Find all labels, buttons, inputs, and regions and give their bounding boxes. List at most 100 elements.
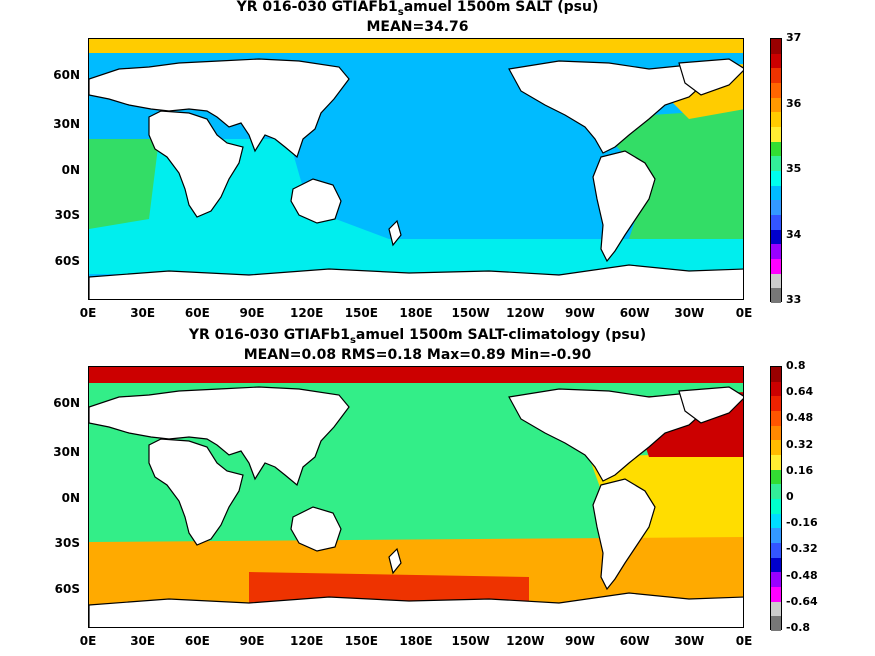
colorbar-label: 0 xyxy=(786,490,794,503)
antarctica-landmass xyxy=(89,592,743,627)
colorbar-label: -0.32 xyxy=(786,542,818,556)
eurasia-landmass xyxy=(89,58,350,159)
colorbar-label: 36 xyxy=(786,96,802,110)
lon-label: 180E xyxy=(399,634,433,648)
lat-label: 30S xyxy=(54,208,80,222)
indian-west-field xyxy=(89,139,159,229)
colorbar-swatch xyxy=(771,53,781,69)
namerica-landmass xyxy=(508,60,710,154)
lon-label: 150E xyxy=(344,634,378,648)
map-canvas xyxy=(89,367,743,627)
lon-label: 120E xyxy=(290,306,324,320)
lon-label: 30E xyxy=(130,306,156,320)
lat-label: 60N xyxy=(53,68,80,82)
nz-landmass xyxy=(388,547,402,575)
lon-label: 60E xyxy=(184,634,210,648)
samerica-landmass xyxy=(592,478,656,591)
lon-label: 90E xyxy=(239,306,265,320)
lat-label: 60N xyxy=(53,396,80,410)
colorbar-swatch xyxy=(771,469,781,485)
panel1-title: YR 016-030 GTIAFb1samuel 1500m SALT (psu… xyxy=(236,0,599,18)
lat-label: 0N xyxy=(61,163,80,177)
colorbar-swatch xyxy=(771,185,781,201)
colorbar-swatch xyxy=(771,616,781,631)
lon-label: 150W xyxy=(451,306,490,320)
colorbar-swatch xyxy=(771,381,781,397)
samerica-landmass xyxy=(592,150,656,263)
panel2-stats: MEAN=0.08 RMS=0.18 Max=0.89 Min=-0.90 xyxy=(243,347,592,363)
colorbar-label: -0.64 xyxy=(786,594,818,608)
colorbar-swatch xyxy=(771,410,781,426)
eurasia-landmass xyxy=(89,386,350,487)
lat-label: 60S xyxy=(54,582,80,596)
colorbar-swatch xyxy=(771,557,781,573)
colorbar-label: 34 xyxy=(786,227,802,241)
lat-label: 30N xyxy=(53,117,80,131)
colorbar-swatch xyxy=(771,112,781,127)
colorbar-swatch xyxy=(771,484,781,499)
colorbar-swatch xyxy=(771,396,781,411)
colorbar-swatch xyxy=(771,601,781,617)
colorbar-label: 33 xyxy=(786,293,802,306)
africa-landmass xyxy=(148,438,244,546)
colorbar-label: -0.8 xyxy=(786,621,811,634)
lon-label: 60E xyxy=(184,306,210,320)
colorbar-swatch xyxy=(771,258,781,274)
lon-label: 150E xyxy=(344,306,378,320)
colorbar-label: -0.48 xyxy=(786,568,818,582)
colorbar-swatch xyxy=(771,288,781,303)
colorbar-swatch xyxy=(771,97,781,113)
colorbar-label: 0.64 xyxy=(786,385,814,399)
colorbar-swatch xyxy=(771,39,781,54)
colorbar-swatch xyxy=(771,425,781,441)
australia-landmass xyxy=(290,506,342,552)
lon-label: 90E xyxy=(239,634,265,648)
greenland-landmass xyxy=(678,58,743,96)
colorbar-swatch xyxy=(771,126,781,142)
colorbar-swatch xyxy=(771,528,781,543)
nz-landmass xyxy=(388,219,402,247)
map-canvas xyxy=(89,39,743,299)
lon-label: 60W xyxy=(619,306,650,320)
colorbar-swatch xyxy=(771,367,781,382)
southern-band-field xyxy=(89,239,743,274)
lon-label: 0E xyxy=(79,634,97,648)
colorbar-label: -0.16 xyxy=(786,516,818,530)
colorbar-swatch xyxy=(771,542,781,558)
lon-label: 0E xyxy=(735,634,753,648)
lon-label: 90W xyxy=(565,306,595,320)
colorbar-swatch xyxy=(771,170,781,186)
colorbar-swatch xyxy=(771,273,781,289)
colorbar-swatch xyxy=(771,200,781,215)
greenland-landmass xyxy=(678,386,743,424)
lon-label: 150W xyxy=(451,634,490,648)
atlantic-field xyxy=(589,109,743,279)
lon-label: 30W xyxy=(674,306,705,320)
arctic-field xyxy=(89,39,743,53)
colorbar-swatch xyxy=(771,229,781,245)
colorbar-swatch xyxy=(771,156,781,171)
lat-label: 0N xyxy=(61,491,80,505)
lat-label: 60S xyxy=(54,254,80,268)
indian-ocean-field xyxy=(89,139,419,269)
colorbar-label: 0.16 xyxy=(786,463,814,477)
panel2-map xyxy=(88,366,744,628)
australia-landmass xyxy=(290,178,342,224)
colorbar-label: 37 xyxy=(786,31,802,44)
colorbar-swatch xyxy=(771,141,781,157)
lat-label: 30N xyxy=(53,445,80,459)
lon-label: 30E xyxy=(130,634,156,648)
panel1-map xyxy=(88,38,744,300)
colorbar-swatch xyxy=(771,82,781,98)
lon-label: 120W xyxy=(506,306,545,320)
panel1-stats: MEAN=34.76 xyxy=(366,19,469,35)
colorbar-swatch xyxy=(771,498,781,514)
colorbar-label: 0.8 xyxy=(786,359,806,372)
lon-label: 90W xyxy=(565,634,595,648)
colorbar-swatch xyxy=(771,68,781,83)
lon-label: 180E xyxy=(399,306,433,320)
arctic-field xyxy=(89,367,743,383)
colorbar-swatch xyxy=(771,586,781,602)
lon-label: 30W xyxy=(674,634,705,648)
panel2-title: YR 016-030 GTIAFb1samuel 1500m SALT-clim… xyxy=(188,327,647,346)
